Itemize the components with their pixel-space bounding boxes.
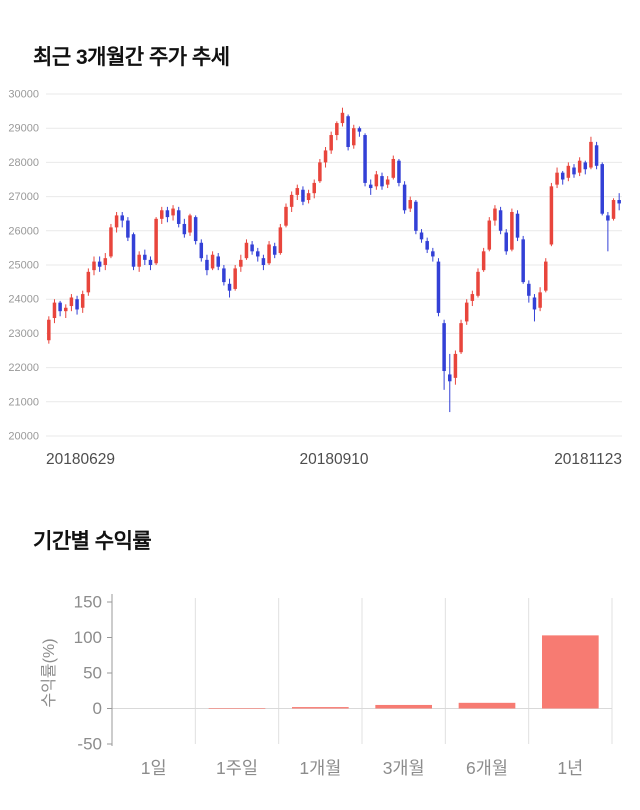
svg-text:1개월: 1개월: [299, 758, 341, 778]
svg-text:6개월: 6개월: [466, 758, 508, 778]
svg-text:20000: 20000: [8, 431, 39, 443]
svg-text:24000: 24000: [8, 294, 39, 306]
svg-text:50: 50: [83, 664, 102, 683]
svg-text:26000: 26000: [8, 225, 39, 237]
svg-text:20181123: 20181123: [554, 451, 622, 468]
svg-text:-50: -50: [77, 735, 102, 754]
svg-text:3개월: 3개월: [383, 758, 425, 778]
returns-chart-title: 기간별 수익률: [33, 530, 152, 554]
svg-text:27000: 27000: [8, 191, 39, 203]
svg-text:1일: 1일: [141, 758, 167, 778]
svg-text:100: 100: [74, 628, 102, 647]
svg-text:20180910: 20180910: [300, 451, 369, 468]
svg-text:29000: 29000: [8, 123, 39, 135]
svg-text:수익률(%): 수익률(%): [40, 638, 58, 707]
svg-text:0: 0: [93, 699, 102, 718]
returns-bar-chart: 150 100 50 0 -50 수익률(%) 1일 1주일 1개월 3개월 6개월 1년: [40, 593, 613, 778]
svg-text:30000: 30000: [8, 89, 39, 101]
svg-text:1주일: 1주일: [216, 758, 258, 778]
svg-text:20180629: 20180629: [46, 451, 115, 468]
svg-text:21000: 21000: [8, 396, 39, 408]
svg-text:150: 150: [74, 593, 102, 612]
svg-text:1년: 1년: [557, 758, 583, 778]
svg-text:23000: 23000: [8, 328, 39, 340]
svg-text:22000: 22000: [8, 362, 39, 374]
svg-text:25000: 25000: [8, 260, 39, 272]
candlestick-chart: 20000 21000 22000 23000 24000 25000 26000 27000…: [8, 89, 622, 468]
svg-text:28000: 28000: [8, 157, 39, 169]
price-chart-title: 최근 3개월간 주가 추세: [33, 46, 230, 70]
